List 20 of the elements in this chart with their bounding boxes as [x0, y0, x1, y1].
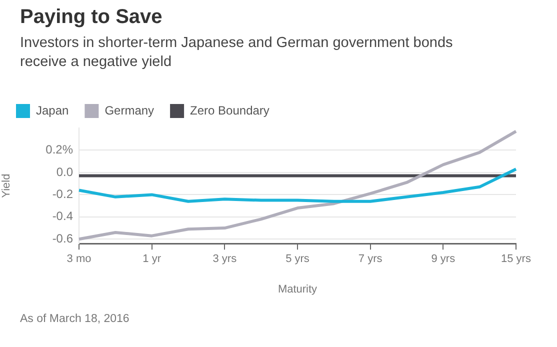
y-tick-label: 0.2% [46, 142, 74, 157]
x-tick-label: 15 yrs [501, 253, 532, 266]
x-tick-label: 9 yrs [431, 253, 456, 266]
chart-title: Paying to Save [20, 6, 162, 29]
x-axis-title: Maturity [278, 283, 318, 296]
y-tick-label: -0.6 [52, 231, 74, 246]
x-tick-label: 7 yrs [358, 253, 383, 266]
x-tick-label: 3 yrs [212, 253, 238, 266]
legend-label: Germany [104, 103, 154, 118]
x-tick-label: 1 yr [142, 253, 162, 266]
y-tick-label: 0.0 [56, 164, 74, 179]
x-tick-label: 5 yrs [286, 253, 310, 266]
legend-label: Zero Boundary [190, 103, 270, 118]
y-axis-title: Yield [0, 174, 13, 198]
text: As of March 18, 2016 [20, 313, 130, 325]
legend-label: Japan [36, 103, 69, 118]
y-tick-label: -0.4 [52, 209, 74, 224]
chart-subtitle: Investors in shorter-term Japanese and German government bonds receive a negative yield [20, 34, 454, 72]
x-tick-label: 3 mo [66, 253, 92, 266]
y-tick-label: -0.2 [52, 187, 74, 202]
